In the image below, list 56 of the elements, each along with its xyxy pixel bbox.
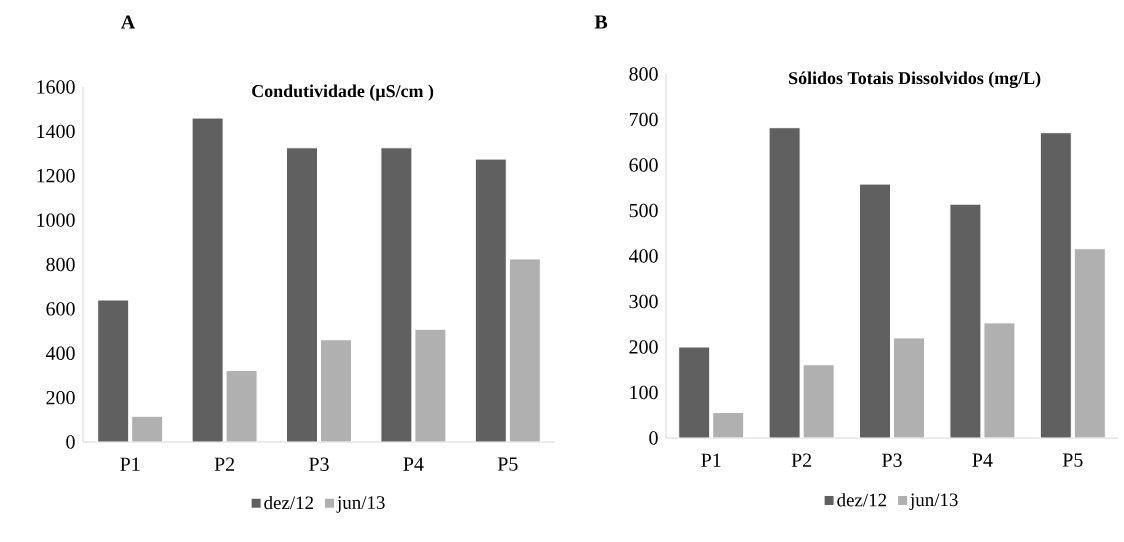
y-tick-label: 100 bbox=[630, 385, 658, 400]
y-tick-label: 1600 bbox=[37, 80, 75, 94]
y-tick-label: 200 bbox=[46, 390, 75, 405]
bar bbox=[131, 415, 164, 442]
x-tick-label: P1 bbox=[120, 457, 140, 471]
y-tick-label: 1200 bbox=[37, 169, 75, 183]
x-tick-label: P3 bbox=[309, 457, 329, 471]
bar bbox=[768, 127, 801, 438]
y-tick-label: 800 bbox=[629, 67, 658, 81]
legend-label: jun/13 bbox=[909, 493, 958, 511]
x-tick-label: P5 bbox=[497, 457, 518, 471]
x-tick-label: P2 bbox=[214, 457, 235, 471]
bar bbox=[678, 346, 711, 438]
y-tick-label: 400 bbox=[628, 249, 658, 263]
x-tick-label: P3 bbox=[882, 453, 902, 467]
bar bbox=[949, 203, 982, 438]
y-tick-label: 1000 bbox=[37, 213, 75, 227]
text: B bbox=[594, 15, 608, 29]
y-tick-label: 500 bbox=[629, 203, 658, 218]
chart-title: Sólidos Totais Dissolvidos (mg/L) bbox=[789, 71, 1041, 88]
bar bbox=[414, 328, 447, 442]
y-tick-label: 0 bbox=[649, 431, 658, 445]
x-tick-label: P1 bbox=[701, 453, 721, 467]
y-tick-label: 1400 bbox=[37, 124, 75, 139]
bar bbox=[802, 364, 835, 438]
bar bbox=[380, 147, 413, 442]
bar bbox=[983, 322, 1016, 438]
bar bbox=[97, 299, 130, 442]
x-tick-label: P4 bbox=[972, 453, 993, 467]
y-tick-label: 200 bbox=[629, 340, 658, 354]
chart-title: Condutividade (µS/cm ) bbox=[252, 84, 434, 101]
x-tick-label: P4 bbox=[403, 457, 424, 471]
bar bbox=[508, 258, 541, 442]
y-tick-label: 400 bbox=[45, 346, 75, 360]
y-tick-label: 300 bbox=[629, 294, 658, 309]
bar bbox=[474, 158, 507, 442]
y-tick-label: 800 bbox=[46, 257, 75, 272]
legend-label: jun/13 bbox=[336, 496, 385, 513]
bar bbox=[286, 147, 318, 442]
bar bbox=[191, 117, 224, 442]
bar bbox=[225, 370, 258, 442]
bar bbox=[320, 339, 352, 442]
y-tick-label: 0 bbox=[66, 435, 75, 449]
bar bbox=[893, 337, 926, 438]
bar bbox=[1039, 132, 1072, 438]
legend-label: dez/12 bbox=[837, 493, 887, 507]
x-tick-label: P5 bbox=[1062, 453, 1083, 467]
bar bbox=[712, 412, 745, 438]
text: A bbox=[120, 15, 136, 29]
y-tick-label: 700 bbox=[629, 112, 658, 127]
y-tick-label: 600 bbox=[629, 158, 658, 172]
legend-label: dez/12 bbox=[264, 495, 314, 510]
bar bbox=[1073, 248, 1106, 438]
x-tick-label: P2 bbox=[791, 453, 812, 467]
bar bbox=[859, 183, 892, 438]
y-tick-label: 600 bbox=[46, 302, 75, 316]
